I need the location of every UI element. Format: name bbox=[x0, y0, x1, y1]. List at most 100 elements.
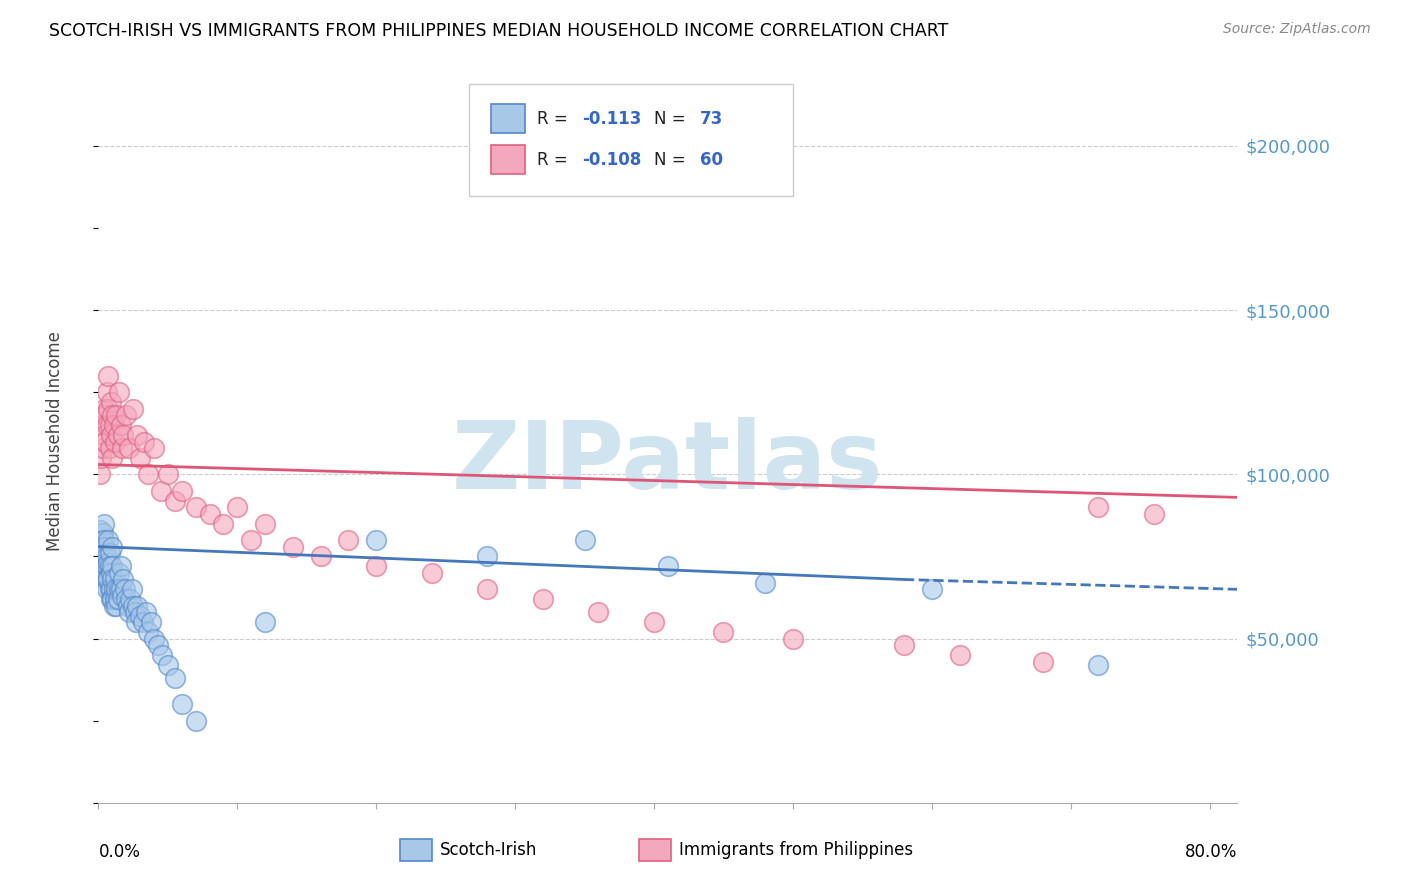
Point bbox=[105, 409, 128, 423]
Text: Scotch-Irish: Scotch-Irish bbox=[440, 841, 537, 859]
Point bbox=[127, 428, 149, 442]
Point bbox=[420, 566, 443, 580]
Point bbox=[118, 605, 141, 619]
Point bbox=[101, 592, 124, 607]
Point bbox=[782, 632, 804, 646]
Point bbox=[103, 418, 125, 433]
Point bbox=[110, 559, 132, 574]
Point bbox=[89, 467, 111, 482]
Point bbox=[281, 540, 304, 554]
Point bbox=[104, 573, 127, 587]
Point bbox=[94, 556, 117, 570]
Point bbox=[129, 608, 152, 623]
Point bbox=[97, 368, 120, 383]
Point bbox=[111, 589, 134, 603]
Point bbox=[240, 533, 263, 547]
Point bbox=[100, 582, 122, 597]
Point bbox=[657, 559, 679, 574]
Point bbox=[366, 533, 388, 547]
Point bbox=[90, 533, 112, 547]
Point bbox=[108, 385, 131, 400]
Point bbox=[134, 434, 156, 449]
Point bbox=[91, 540, 114, 554]
Point bbox=[94, 409, 117, 423]
Text: R =: R = bbox=[537, 110, 572, 128]
Point bbox=[143, 632, 166, 646]
Text: SCOTCH-IRISH VS IMMIGRANTS FROM PHILIPPINES MEDIAN HOUSEHOLD INCOME CORRELATION : SCOTCH-IRISH VS IMMIGRANTS FROM PHILIPPI… bbox=[49, 22, 949, 40]
Point bbox=[713, 625, 735, 640]
FancyBboxPatch shape bbox=[468, 84, 793, 196]
Point bbox=[122, 401, 145, 416]
Point bbox=[103, 599, 125, 613]
Point bbox=[129, 450, 152, 465]
Point bbox=[101, 450, 124, 465]
Point bbox=[1087, 657, 1109, 672]
Point bbox=[163, 493, 186, 508]
Point bbox=[149, 483, 172, 498]
Point bbox=[366, 559, 388, 574]
Point bbox=[96, 573, 118, 587]
Point bbox=[97, 533, 120, 547]
Point bbox=[101, 409, 124, 423]
Point bbox=[1032, 655, 1054, 669]
Point bbox=[104, 592, 127, 607]
Point bbox=[477, 582, 499, 597]
Point bbox=[112, 428, 135, 442]
Point bbox=[184, 714, 207, 728]
Point bbox=[94, 434, 117, 449]
Point bbox=[91, 549, 114, 564]
Point bbox=[226, 500, 249, 515]
Point bbox=[93, 428, 115, 442]
Point bbox=[143, 441, 166, 455]
Point bbox=[90, 450, 112, 465]
Point bbox=[96, 549, 118, 564]
Point bbox=[94, 573, 117, 587]
Point bbox=[97, 573, 120, 587]
Point bbox=[156, 657, 179, 672]
Point bbox=[105, 582, 128, 597]
Point bbox=[90, 542, 112, 557]
Point bbox=[91, 418, 114, 433]
Text: -0.113: -0.113 bbox=[582, 110, 641, 128]
Bar bbox=[401, 838, 432, 861]
Text: Source: ZipAtlas.com: Source: ZipAtlas.com bbox=[1223, 22, 1371, 37]
Point bbox=[107, 428, 129, 442]
Point bbox=[100, 428, 122, 442]
Point bbox=[531, 592, 554, 607]
Point bbox=[477, 549, 499, 564]
Point bbox=[98, 582, 121, 597]
Point bbox=[574, 533, 596, 547]
Point bbox=[138, 467, 160, 482]
Point bbox=[91, 441, 114, 455]
Point bbox=[588, 605, 610, 619]
Point bbox=[107, 592, 129, 607]
Text: -0.108: -0.108 bbox=[582, 151, 641, 169]
Point bbox=[141, 615, 163, 630]
Point bbox=[212, 516, 235, 531]
Bar bbox=[640, 838, 671, 861]
Point bbox=[138, 625, 160, 640]
Point bbox=[135, 605, 157, 619]
Point bbox=[98, 559, 121, 574]
Point bbox=[105, 599, 128, 613]
Point bbox=[254, 516, 277, 531]
Point bbox=[184, 500, 207, 515]
Point bbox=[643, 615, 665, 630]
Point bbox=[115, 409, 138, 423]
Point bbox=[98, 441, 121, 455]
Point bbox=[1143, 507, 1166, 521]
Text: R =: R = bbox=[537, 151, 572, 169]
Point bbox=[96, 559, 118, 574]
Point bbox=[170, 698, 193, 712]
Text: N =: N = bbox=[654, 151, 692, 169]
Bar bbox=[491, 145, 526, 174]
Point bbox=[101, 540, 124, 554]
Text: 60: 60 bbox=[700, 151, 723, 169]
Text: 80.0%: 80.0% bbox=[1185, 843, 1237, 861]
Point bbox=[198, 507, 221, 521]
Point bbox=[122, 599, 145, 613]
Point bbox=[100, 592, 122, 607]
Bar bbox=[491, 104, 526, 133]
Point bbox=[121, 582, 143, 597]
Point bbox=[110, 582, 132, 597]
